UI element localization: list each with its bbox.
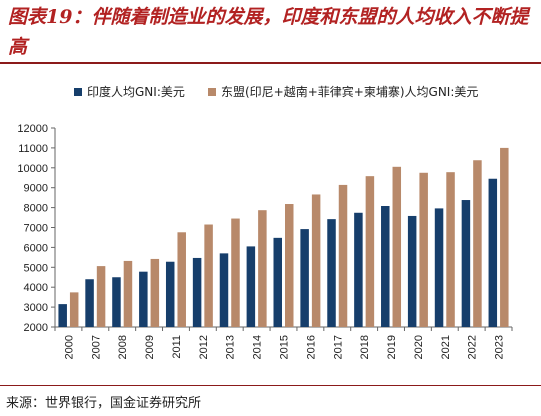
bar-india [434,208,444,327]
x-tick-label: 2023 [494,335,506,359]
y-tick-label: 5000 [24,262,48,274]
bar-asean [258,210,267,327]
legend-label-india: 印度人均GNI:美元 [87,84,185,99]
bar-india [407,215,417,327]
bar-asean [231,218,240,327]
chart-legend: 印度人均GNI:美元 东盟(印尼+越南+菲律宾+柬埔寨)人均GNI:美元 [74,84,478,99]
y-tick-label: 10000 [17,163,48,175]
x-tick-label: 2008 [117,335,129,359]
x-tick-label: 2020 [413,335,425,359]
chart-bars [58,147,509,327]
y-tick-label: 12000 [17,123,48,135]
bar-asean [123,260,133,327]
bar-asean [311,194,321,327]
bar-asean [419,172,428,327]
x-tick-label: 2012 [198,335,210,359]
x-tick-label: 2000 [63,335,75,359]
bar-india [58,304,67,327]
bar-asean [150,258,160,327]
bar-asean [96,266,106,327]
legend-label-asean: 东盟(印尼+越南+菲律宾+柬埔寨)人均GNI:美元 [221,84,478,99]
x-tick-label: 2013 [225,335,237,359]
bar-india [219,253,229,327]
x-tick-label: 2009 [144,335,156,359]
bar-india [300,229,309,327]
bar-asean [285,204,294,327]
y-tick-label: 9000 [24,183,48,195]
x-tick-label: 2019 [386,335,398,359]
x-tick-label: 2014 [252,335,264,359]
bar-asean [69,292,79,327]
y-tick-label: 2000 [24,322,48,334]
x-tick-label: 2016 [305,335,317,359]
bar-india [461,200,471,327]
source-note: 来源：世界银行，国金证券研究所 [6,396,202,411]
bar-india [381,206,390,327]
bar-asean [392,166,402,327]
bar-india [273,237,282,327]
legend-swatch-india [74,88,82,96]
bar-asean [473,160,482,327]
bar-asean [365,176,375,327]
bar-chart: 印度人均GNI:美元 东盟(印尼+越南+菲律宾+柬埔寨)人均GNI:美元 2000… [17,84,513,359]
y-tick-label: 3000 [24,302,48,314]
bar-india [327,219,336,327]
title-divider [0,62,541,64]
y-tick-label: 8000 [24,203,48,215]
bar-india [192,257,202,327]
bar-india [165,261,175,327]
bar-india [488,178,498,327]
x-tick-label: 2011 [171,335,183,359]
bar-asean [500,147,509,327]
figure-title: 图表19：伴随着制造业的发展，印度和东盟的人均收入不断提高 [8,6,529,58]
y-tick-label: 6000 [24,242,48,254]
x-tick-label: 2017 [332,335,344,359]
y-tick-label: 7000 [24,223,48,235]
x-tick-label: 2022 [467,335,479,359]
bar-india [139,271,148,327]
bar-asean [177,232,186,327]
bar-asean [204,224,213,327]
y-tick-label: 4000 [24,282,48,294]
x-tick-label: 2015 [279,335,291,359]
x-tick-label: 2021 [440,335,452,359]
y-tick-label: 11000 [18,143,48,155]
bar-india [354,212,363,327]
x-tick-label: 2018 [359,335,371,359]
bar-india [85,279,94,327]
bar-asean [338,184,348,327]
chart-axes: 2000 3000 4000 5000 6000 7000 8000 9000 10000 110… [17,123,513,359]
x-tick-label: 2007 [90,335,102,359]
legend-swatch-asean [208,88,216,96]
bar-india [246,246,256,327]
bar-india [112,277,121,327]
bar-asean [446,172,455,327]
source-divider [0,385,541,386]
